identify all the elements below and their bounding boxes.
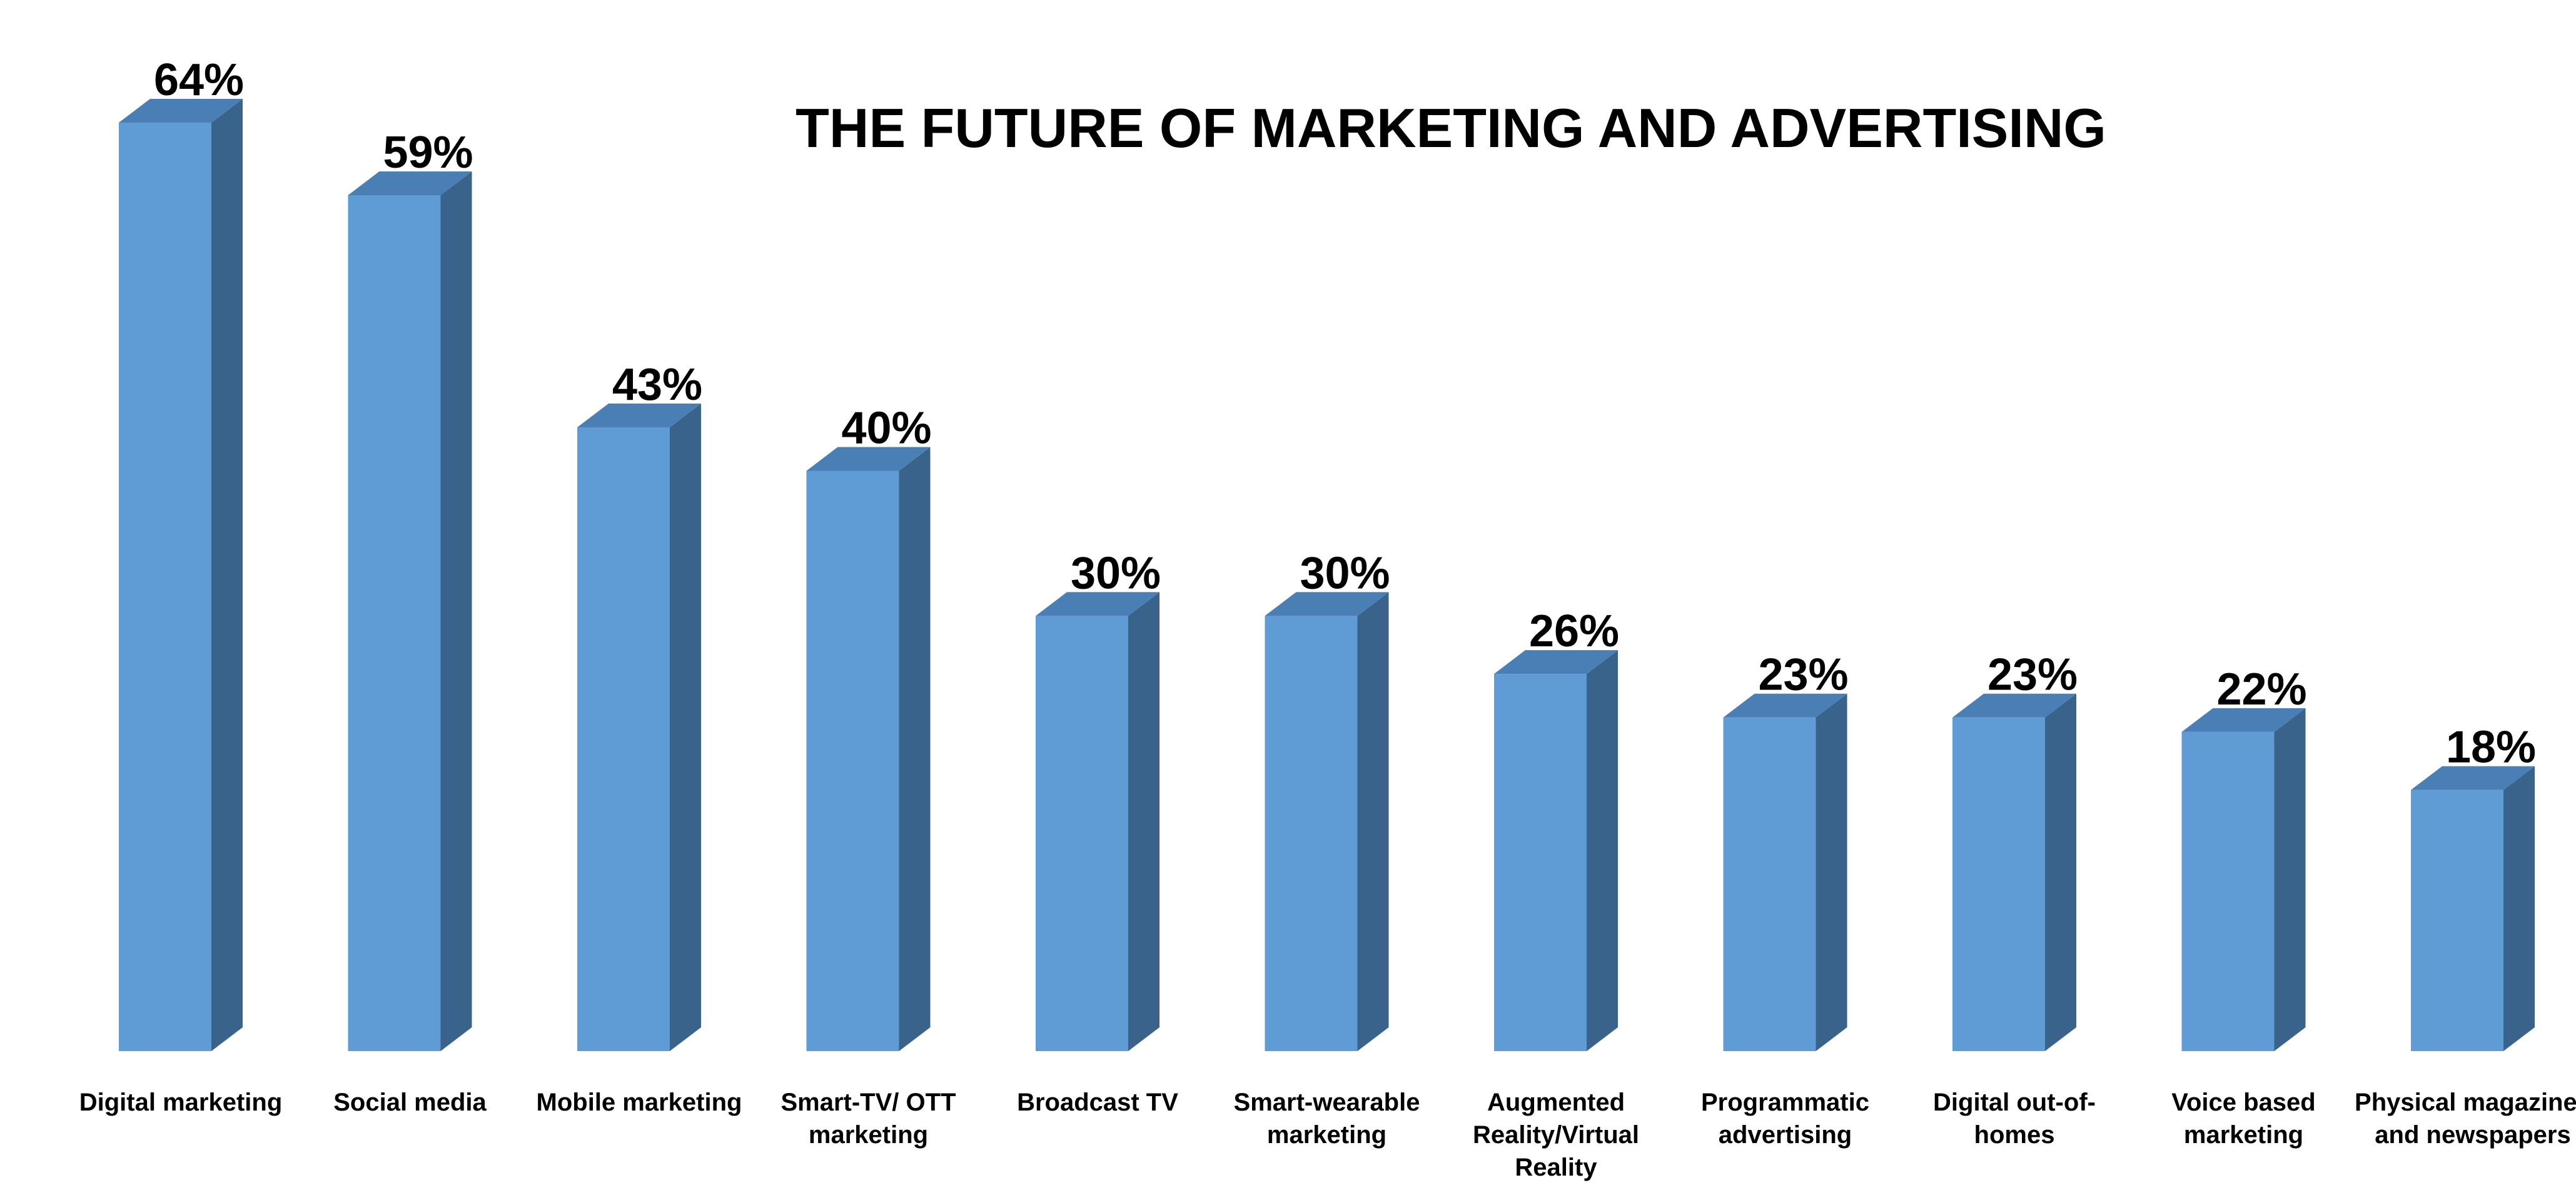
bar-front-face [2181,731,2275,1051]
category-label-line: and newspapers [2375,1121,2570,1149]
category-label-line: Voice based [2171,1089,2315,1116]
bar [1952,693,2076,1051]
value-labels-group: 64% 59% 43% 40% 30% 30% 26% 23% 23% 22% 18% [154,55,2536,773]
bar-side-face [670,403,701,1051]
bar-top-face [2411,766,2535,790]
value-label: 18% [2446,723,2536,773]
category-label: Smart-wearable marketing [1234,1089,1420,1149]
category-label-line: Broadcast TV [1017,1089,1178,1116]
category-label: Programmatic advertising [1701,1089,1869,1149]
bar-top-face [1723,693,1847,718]
bar-front-face [1265,616,1358,1051]
bar [1723,693,1847,1051]
category-label-line: Physical magazines [2355,1089,2576,1116]
category-label: Broadcast TV [1017,1089,1178,1116]
value-label: 40% [841,404,931,454]
category-label-line: Social media [333,1089,487,1116]
bar-side-face [1357,592,1389,1051]
value-label: 23% [1758,650,1848,700]
bar-top-face [1494,650,1618,674]
category-label-line: marketing [2184,1121,2303,1149]
bar-side-face [899,447,931,1051]
category-label: Social media [333,1089,487,1116]
category-label-line: Digital out-of- [1933,1089,2096,1116]
category-label-line: Smart-wearable [1234,1089,1420,1116]
category-label: Digital out-of-homes [1933,1089,2096,1149]
bar [2411,766,2535,1051]
bar [348,171,472,1051]
bar [1036,592,1159,1051]
category-label-line: Augmented [1487,1089,1625,1116]
bar-side-face [1816,693,1847,1051]
bar-front-face [119,123,211,1051]
category-label: Smart-TV/ OTT marketing [780,1089,956,1149]
category-label-line: marketing [809,1121,928,1149]
category-label-line: Reality [1515,1154,1597,1181]
bar-front-face [2411,790,2503,1051]
bar [2181,708,2306,1051]
category-label-line: Reality/Virtual [1473,1121,1639,1149]
bar-top-face [348,171,472,195]
category-label: Digital marketing [79,1089,283,1116]
category-label-line: homes [1974,1121,2055,1149]
value-label: 59% [383,128,473,178]
bar-front-face [1494,674,1587,1051]
value-label: 26% [1529,606,1619,656]
value-label: 23% [1988,650,2078,700]
bar-front-face [577,427,670,1051]
bar-side-face [2274,708,2306,1051]
category-label-line: Mobile marketing [537,1089,742,1116]
bar-front-face [806,470,899,1051]
chart-title: THE FUTURE OF MARKETING AND ADVERTISING [796,97,2106,159]
category-labels-group: Digital marketing Social media Mobile mark… [79,1089,2576,1181]
category-label-line: Programmatic [1701,1089,1869,1116]
bar-front-face [1952,717,2045,1051]
bar-side-face [211,99,243,1051]
category-label-line: Smart-TV/ OTT [780,1089,956,1116]
bar-side-face [2503,766,2535,1051]
bar [119,99,243,1051]
bar-front-face [1723,717,1816,1051]
category-label-line: marketing [1267,1121,1386,1149]
bar-top-face [806,447,931,471]
bar-front-face [1036,616,1128,1051]
bar-side-face [1128,592,1159,1051]
bar-top-face [1952,693,2076,718]
bar-top-face [1265,592,1389,616]
bar-side-face [1587,650,1618,1051]
value-label: 30% [1300,548,1390,598]
bar-side-face [440,171,472,1051]
value-label: 30% [1071,548,1161,598]
category-label: Mobile marketing [537,1089,742,1116]
bar [1494,650,1618,1051]
category-label: Voice based marketing [2171,1089,2315,1149]
value-label: 64% [154,55,244,105]
bar [806,447,931,1051]
bar-side-face [2045,693,2076,1051]
category-label-line: Digital marketing [79,1089,283,1116]
bars-group [119,99,2535,1051]
bar-top-face [1036,592,1159,616]
bar [1265,592,1389,1051]
bar [577,403,701,1051]
category-label: Physical magazines and newspapers [2355,1089,2576,1149]
value-label: 22% [2216,664,2306,715]
bar-top-face [577,403,701,427]
category-label-line: advertising [1719,1121,1852,1149]
bar-top-face [119,99,243,123]
category-label: Augmented Reality/Virtual Reality [1473,1089,1639,1181]
bar-top-face [2181,708,2306,732]
value-label: 43% [612,360,702,410]
bar-front-face [348,195,441,1051]
